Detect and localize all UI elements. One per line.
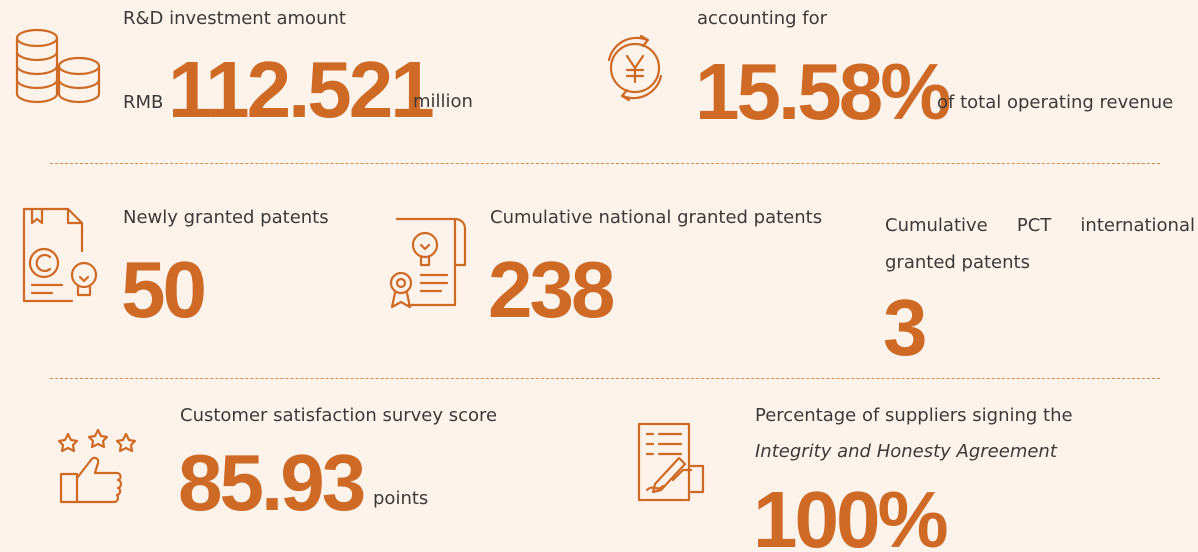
divider: [50, 378, 1160, 379]
patent-icon: [22, 207, 98, 303]
label: Cumulative national granted patents: [490, 207, 823, 228]
suffix: points: [373, 488, 429, 509]
value: 50: [121, 245, 207, 334]
prefix: RMB: [123, 92, 164, 113]
label: Newly granted patents: [123, 207, 329, 228]
label: Cumulative PCT international granted pat…: [885, 215, 1195, 273]
label: Percentage of suppliers signing the: [755, 405, 1073, 426]
label: R&D investment amount: [123, 8, 346, 29]
value: 100%: [753, 475, 949, 552]
agreement-icon: [637, 422, 705, 502]
label: Customer satisfaction survey score: [180, 405, 498, 426]
certificate-icon: [389, 217, 467, 309]
label: accounting for: [697, 8, 828, 29]
value: 85.93: [178, 438, 366, 527]
label-italic: Integrity and Honesty Agreement: [755, 441, 1057, 462]
coins-icon: [15, 28, 101, 104]
yuan-cycle-icon: [607, 34, 663, 102]
suffix: million: [413, 91, 473, 112]
suffix: of total operating revenue: [937, 92, 1174, 113]
value: 238: [488, 245, 615, 334]
value: 3: [883, 283, 927, 372]
value: 112.521: [168, 45, 435, 134]
divider: [50, 163, 1160, 164]
thumbs-up-icon: [57, 428, 137, 504]
value: 15.58%: [695, 47, 951, 136]
